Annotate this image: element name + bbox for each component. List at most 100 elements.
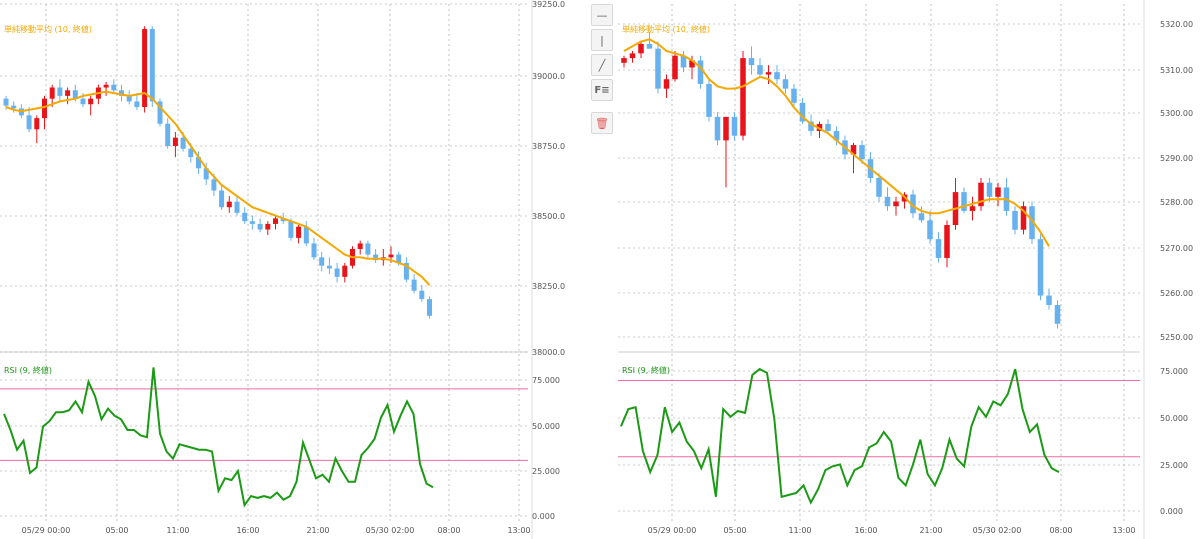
x-tick-label: 05:00 (105, 526, 128, 535)
candle-body (850, 145, 857, 155)
candle-body (280, 218, 286, 222)
candle-body (833, 130, 840, 141)
candle-body (203, 168, 209, 180)
y-tick-label: 5290.00 (1160, 154, 1193, 163)
y-tick-label: 5320.00 (1160, 20, 1193, 29)
candle-body (149, 29, 155, 102)
candle-body (41, 98, 48, 119)
candle-body (188, 148, 194, 158)
candle-body (357, 243, 363, 249)
candle-body (373, 254, 379, 261)
rsi-tick-label: 50.000 (532, 422, 560, 431)
candle-body (893, 201, 899, 207)
candle-body (134, 101, 140, 108)
y-tick-label: 5300.00 (1160, 109, 1193, 118)
candle-body (103, 84, 109, 88)
vertical-line-icon[interactable]: | (591, 29, 613, 51)
candle-body (142, 29, 148, 108)
rsi-tick-label: 25.000 (532, 467, 560, 476)
candle-body (118, 90, 125, 96)
candle-body (88, 98, 94, 105)
candle-body (1020, 206, 1027, 230)
y-tick-label: 38500.0 (532, 212, 565, 221)
moving-average-line (5, 90, 431, 286)
candle-body (165, 123, 171, 146)
candle-body (226, 201, 232, 208)
x-tick-label: 05/29 00:00 (648, 526, 697, 535)
candle-body (935, 239, 942, 258)
rsi-tick-label: 50.000 (1160, 414, 1188, 423)
candle-body (731, 116, 738, 136)
candle-body (825, 123, 831, 131)
rsi-line (620, 367, 1060, 505)
candle-body (723, 116, 729, 141)
candle-body (296, 226, 302, 238)
rsi-tick-label: 0.000 (1160, 507, 1183, 516)
candle-body (11, 105, 17, 109)
candle-body (342, 265, 348, 277)
moving-average-line (623, 38, 1050, 247)
candle-body (884, 196, 891, 207)
x-tick-label: 08:00 (437, 526, 460, 535)
candle-body (910, 194, 916, 214)
candle-body (927, 220, 933, 240)
candle-body (57, 87, 63, 96)
candle-body (180, 137, 186, 149)
rsi-line (3, 367, 434, 508)
candle-body (111, 84, 117, 91)
candle-body (638, 43, 644, 54)
x-tick-label: 11:00 (788, 526, 811, 535)
y-tick-label: 38250.0 (532, 282, 565, 291)
fibonacci-icon[interactable]: F≡ (591, 79, 613, 101)
candle-body (969, 206, 976, 211)
candle-body (334, 268, 340, 277)
candle-body (426, 299, 433, 316)
x-tick-label: 21:00 (919, 526, 942, 535)
candle-body (172, 137, 178, 146)
x-tick-label: 21:00 (306, 526, 329, 535)
candle-body (791, 88, 797, 103)
y-tick-label: 5280.00 (1160, 198, 1193, 207)
candle-body (621, 58, 627, 63)
candle-body (49, 87, 55, 99)
y-tick-label: 5260.00 (1160, 289, 1193, 298)
drawing-toolbar: — | ╱ F≡ 🗑 (590, 4, 614, 134)
y-tick-label: 38000.0 (532, 348, 565, 357)
trend-line-icon[interactable]: ╱ (591, 54, 613, 76)
candle-body (944, 225, 950, 258)
candle-body (646, 43, 653, 49)
candle-body (876, 178, 882, 197)
candle-body (978, 182, 984, 207)
candle-body (272, 218, 279, 224)
candle-body (265, 223, 271, 230)
candle-body (765, 72, 772, 75)
candle-body (1029, 206, 1035, 240)
candle-body (1012, 210, 1018, 230)
candle-body (288, 221, 294, 238)
candle-body (311, 243, 317, 258)
candle-body (918, 213, 925, 221)
candle-body (808, 121, 814, 131)
y-tick-label: 38750.0 (532, 142, 565, 151)
horizontal-line-icon[interactable]: — (591, 4, 613, 26)
candle-body (34, 118, 40, 130)
x-tick-label: 05/29 00:00 (22, 526, 71, 535)
candle-body (799, 102, 806, 122)
candle-body (740, 58, 746, 136)
candle-body (995, 187, 1001, 197)
candle-body (782, 79, 789, 89)
candle-body (655, 48, 661, 89)
x-tick-label: 05:00 (723, 526, 746, 535)
candle-body (72, 90, 78, 99)
candle-body (697, 60, 704, 84)
x-tick-label: 16:00 (854, 526, 877, 535)
candle-body (249, 221, 255, 224)
candle-body (774, 72, 780, 80)
candle-body (80, 98, 86, 105)
rsi-label: RSI (9, 終値) (4, 365, 52, 375)
candle-body (714, 116, 721, 141)
left-chart-panel: 39250.0 39000.0 38750.0 38500.0 38250.0 38000… (0, 0, 565, 539)
candle-body (663, 79, 670, 89)
trash-icon[interactable]: 🗑 (591, 112, 613, 134)
